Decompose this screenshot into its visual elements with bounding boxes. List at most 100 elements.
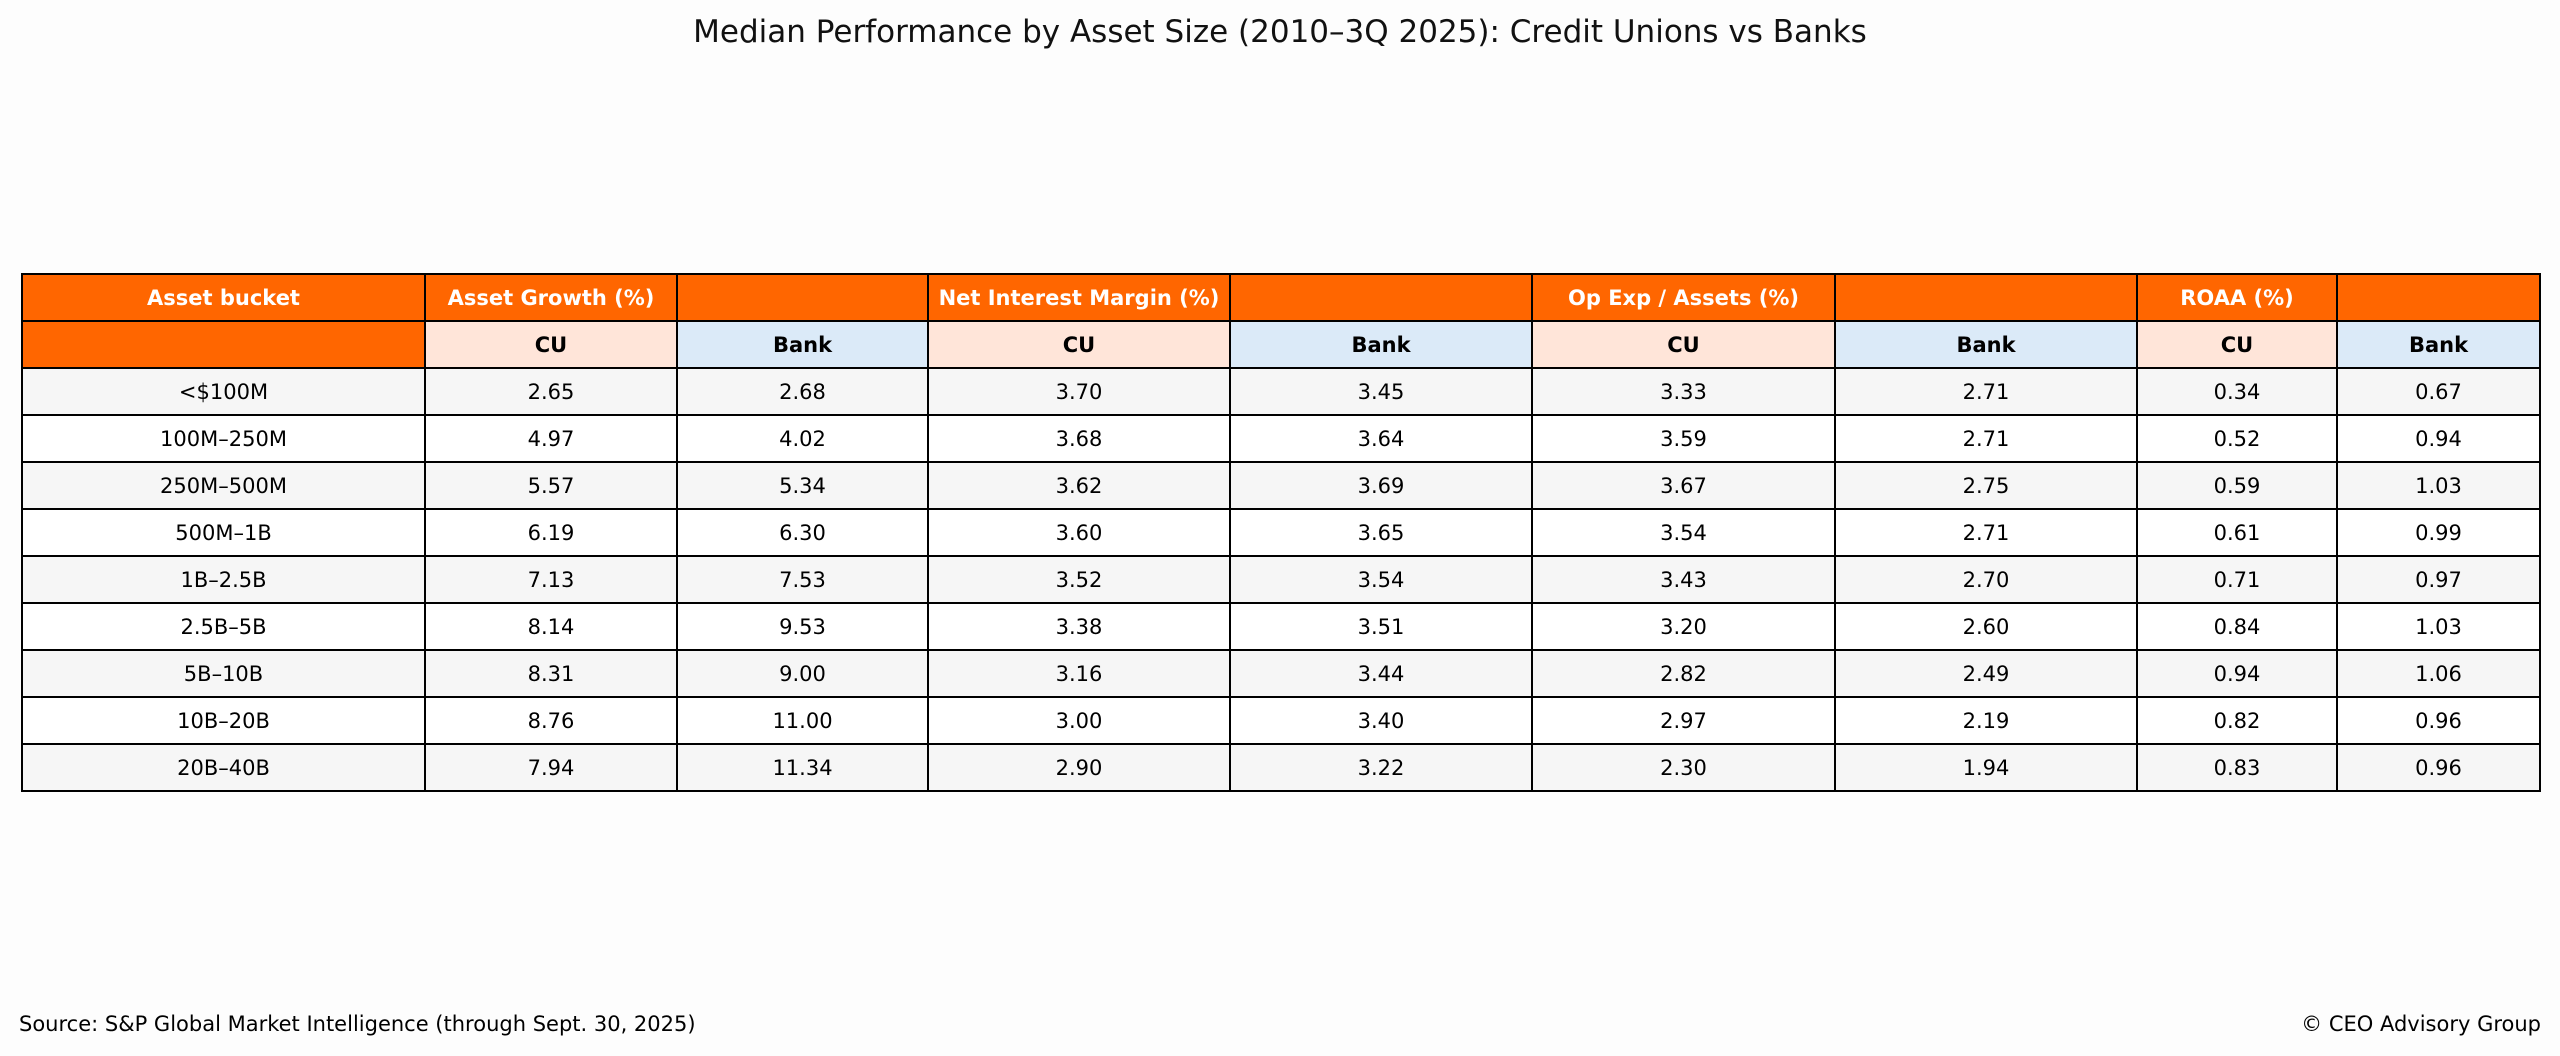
value-cell: 2.97 (1531, 696, 1836, 745)
value-cell: 0.83 (2136, 743, 2338, 792)
data-row: 500M–1B 6.19 6.30 3.60 3.65 3.54 2.71 0.61 0.99 (21, 508, 2541, 557)
value-cell: 8.14 (424, 602, 678, 651)
value-cell: 0.94 (2336, 414, 2541, 463)
subheader: CU (2136, 320, 2338, 369)
value-cell: 7.53 (676, 555, 929, 604)
subheader-row: CU Bank CU Bank CU Bank CU Bank (21, 320, 2541, 369)
value-cell: 11.00 (676, 696, 929, 745)
group-header: Net Interest Margin (%) (927, 273, 1231, 322)
source: Source: S&P Global Market Intelligence (… (19, 1012, 696, 1036)
value-cell: 0.96 (2336, 696, 2541, 745)
value-cell: 4.97 (424, 414, 678, 463)
row-label: 10B–20B (21, 696, 426, 745)
value-cell: 3.59 (1531, 414, 1836, 463)
value-cell: 3.54 (1531, 508, 1836, 557)
value-cell: 0.34 (2136, 367, 2338, 416)
value-cell: 3.44 (1229, 649, 1533, 698)
data-row: 5B–10B 8.31 9.00 3.16 3.44 2.82 2.49 0.94 1.06 (21, 649, 2541, 698)
header-cell (21, 320, 426, 369)
value-cell: 1.94 (1834, 743, 2138, 792)
value-cell: 0.59 (2136, 461, 2338, 510)
value-cell: 3.38 (927, 602, 1231, 651)
value-cell: 1.03 (2336, 461, 2541, 510)
value-cell: 3.54 (1229, 555, 1533, 604)
value-cell: 2.30 (1531, 743, 1836, 792)
subheader: Bank (2336, 320, 2541, 369)
data-row: 100M–250M 4.97 4.02 3.68 3.64 3.59 2.71 0.52 0.9… (21, 414, 2541, 463)
data-row: 2.5B–5B 8.14 9.53 3.38 3.51 3.20 2.60 0.84 1.03 (21, 602, 2541, 651)
value-cell: 0.67 (2336, 367, 2541, 416)
value-cell: 2.60 (1834, 602, 2138, 651)
subheader: Bank (1229, 320, 1533, 369)
row-label: 100M–250M (21, 414, 426, 463)
subheader: Bank (676, 320, 929, 369)
value-cell: 0.71 (2136, 555, 2338, 604)
value-cell: 0.96 (2336, 743, 2541, 792)
value-cell: 3.51 (1229, 602, 1533, 651)
value-cell: 3.68 (927, 414, 1231, 463)
value-cell: 1.03 (2336, 602, 2541, 651)
value-cell: 3.70 (927, 367, 1231, 416)
value-cell: 3.52 (927, 555, 1231, 604)
value-cell: 8.76 (424, 696, 678, 745)
group-header: ROAA (%) (2136, 273, 2338, 322)
data-row: 1B–2.5B 7.13 7.53 3.52 3.54 3.43 2.70 0.71 0.97 (21, 555, 2541, 604)
value-cell: 2.49 (1834, 649, 2138, 698)
value-cell: 8.31 (424, 649, 678, 698)
subheader: CU (424, 320, 678, 369)
title: Median Performance by Asset Size (2010–3… (693, 14, 1867, 50)
row-label: 2.5B–5B (21, 602, 426, 651)
header-cell (676, 273, 929, 322)
header-row: Asset bucket Asset Growth (%) Net Interest… (21, 273, 2541, 322)
row-label: 20B–40B (21, 743, 426, 792)
header-cell: Asset bucket (21, 273, 426, 322)
value-cell: 2.70 (1834, 555, 2138, 604)
value-cell: 2.71 (1834, 508, 2138, 557)
row-label: 500M–1B (21, 508, 426, 557)
row-label: <$100M (21, 367, 426, 416)
value-cell: 2.71 (1834, 414, 2138, 463)
value-cell: 4.02 (676, 414, 929, 463)
group-header: Asset Growth (%) (424, 273, 678, 322)
value-cell: 2.82 (1531, 649, 1836, 698)
row-label: 250M–500M (21, 461, 426, 510)
value-cell: 9.00 (676, 649, 929, 698)
value-cell: 3.43 (1531, 555, 1836, 604)
value-cell: 3.60 (927, 508, 1231, 557)
value-cell: 0.97 (2336, 555, 2541, 604)
row-label: 5B–10B (21, 649, 426, 698)
value-cell: 0.61 (2136, 508, 2338, 557)
value-cell: 2.71 (1834, 367, 2138, 416)
value-cell: 3.40 (1229, 696, 1533, 745)
subheader: Bank (1834, 320, 2138, 369)
subheader: CU (927, 320, 1231, 369)
header-cell (2336, 273, 2541, 322)
value-cell: 6.30 (676, 508, 929, 557)
value-cell: 3.16 (927, 649, 1231, 698)
data-row: <$100M 2.65 2.68 3.70 3.45 3.33 2.71 0.34 0.67 (21, 367, 2541, 416)
value-cell: 3.62 (927, 461, 1231, 510)
value-cell: 3.65 (1229, 508, 1533, 557)
value-cell: 3.00 (927, 696, 1231, 745)
value-cell: 7.13 (424, 555, 678, 604)
row-label: 1B–2.5B (21, 555, 426, 604)
value-cell: 11.34 (676, 743, 929, 792)
value-cell: 3.67 (1531, 461, 1836, 510)
value-cell: 3.33 (1531, 367, 1836, 416)
value-cell: 3.69 (1229, 461, 1533, 510)
header-cell (1229, 273, 1533, 322)
data-row: 250M–500M 5.57 5.34 3.62 3.69 3.67 2.75 0.59 1.0… (21, 461, 2541, 510)
value-cell: 6.19 (424, 508, 678, 557)
value-cell: 0.94 (2136, 649, 2338, 698)
subheader: CU (1531, 320, 1836, 369)
value-cell: 3.22 (1229, 743, 1533, 792)
value-cell: 5.57 (424, 461, 678, 510)
value-cell: 2.65 (424, 367, 678, 416)
value-cell: 3.64 (1229, 414, 1533, 463)
value-cell: 9.53 (676, 602, 929, 651)
group-header: Op Exp / Assets (%) (1531, 273, 1836, 322)
data-row: 10B–20B 8.76 11.00 3.00 3.40 2.97 2.19 0.82 0.96 (21, 696, 2541, 745)
value-cell: 7.94 (424, 743, 678, 792)
copyright: © CEO Advisory Group (2301, 1012, 2541, 1036)
